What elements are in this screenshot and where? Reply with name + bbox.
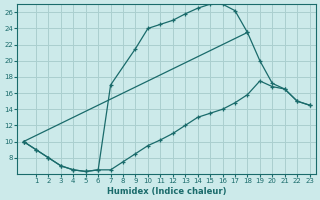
X-axis label: Humidex (Indice chaleur): Humidex (Indice chaleur) xyxy=(107,187,226,196)
